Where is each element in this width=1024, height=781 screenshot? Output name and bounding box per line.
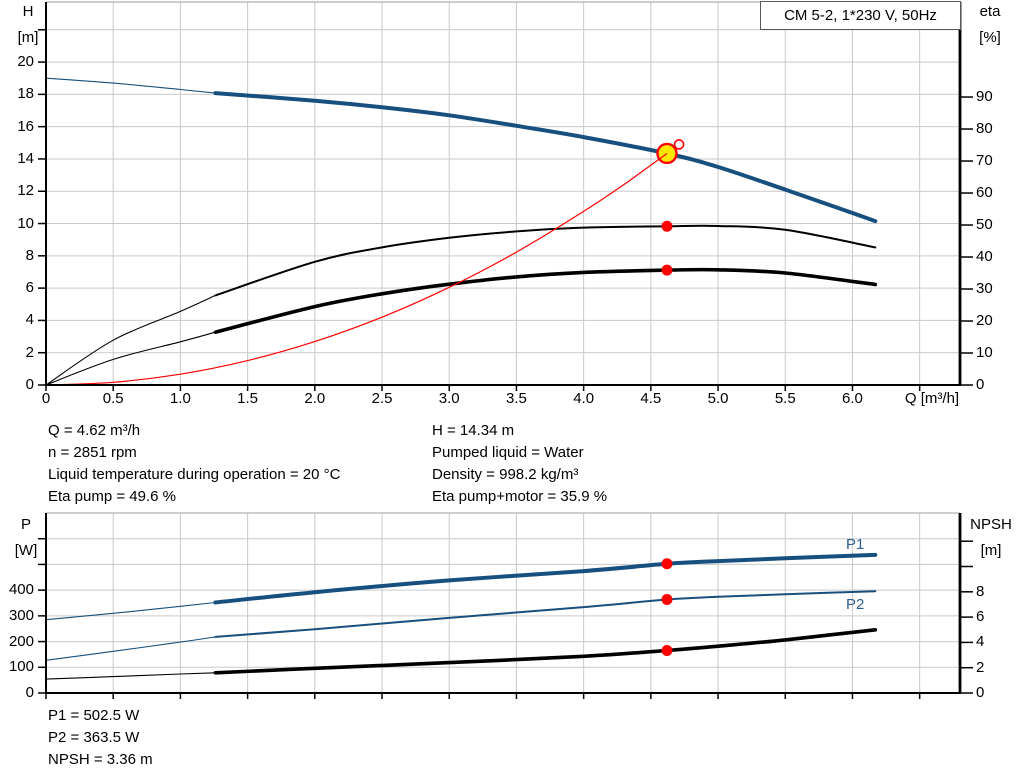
- npsh-axis-unit: [m]: [980, 542, 1002, 559]
- p2-value: P2 = 363.5 W: [48, 729, 140, 746]
- liquid-temperature-value: Liquid temperature during operation = 20…: [48, 466, 341, 483]
- power-info: P1 = 502.5 W P2 = 363.5 W NPSH = 3.36 m: [48, 705, 153, 771]
- p1-curve: [213, 552, 878, 605]
- flow-value: Q = 4.62 m³/h: [48, 422, 141, 439]
- qh-curve-thin: [45, 77, 216, 94]
- p1-value: P1 = 502.5 W: [48, 707, 140, 724]
- h-axis-unit: [m]: [17, 29, 39, 46]
- eta-pump-curve-thin: [45, 294, 216, 386]
- h-axis-symbol: H: [22, 3, 34, 20]
- eta-axis-unit: [%]: [979, 29, 1001, 46]
- model-designation-box: CM 5-2, 1*230 V, 50Hz: [760, 1, 961, 30]
- duty-info-right: H = 14.34 m Pumped liquid = Water Densit…: [432, 420, 607, 508]
- eta-axis-symbol: eta: [979, 3, 1001, 20]
- density-value: Density = 998.2 kg/m³: [432, 466, 579, 483]
- eta-pump-curve: [214, 224, 877, 297]
- npsh-axis-symbol: NPSH: [970, 516, 1012, 533]
- duty-dot-marker: [661, 220, 673, 232]
- pumped-liquid-value: Pumped liquid = Water: [432, 444, 584, 461]
- qh-curve: [213, 91, 878, 224]
- requested-duty-point-marker[interactable]: [673, 139, 685, 150]
- p-axis-unit: [W]: [14, 542, 38, 559]
- eta-pump-motor-curve: [213, 267, 878, 334]
- p2-curve-label: P2: [846, 596, 865, 613]
- p2-curve: [214, 590, 877, 638]
- npsh-value: NPSH = 3.36 m: [48, 751, 153, 768]
- speed-value: n = 2851 rpm: [48, 444, 137, 461]
- p1-curve-label: P1: [846, 536, 865, 553]
- duty-dot-marker: [661, 264, 673, 276]
- p-axis-title: P [W]: [4, 516, 48, 560]
- eta-axis-title: eta [%]: [966, 3, 1014, 47]
- system-curve: [45, 153, 668, 386]
- eta-pump-motor-value: Eta pump+motor = 35.9 %: [432, 488, 608, 505]
- duty-point-marker[interactable]: [656, 142, 678, 165]
- eta-pump-motor-curve-thin: [45, 331, 216, 386]
- npsh-curve-thin: [45, 672, 216, 680]
- duty-info-left: Q = 4.62 m³/h n = 2851 rpm Liquid temper…: [48, 420, 340, 508]
- p2-curve-thin: [45, 636, 216, 661]
- npsh-curve: [213, 628, 878, 675]
- p-axis-symbol: P: [20, 516, 31, 533]
- duty-dot-marker: [661, 644, 673, 656]
- p1-curve-thin: [45, 601, 216, 621]
- duty-dot-marker: [661, 558, 673, 570]
- model-designation-label: CM 5-2, 1*230 V, 50Hz: [784, 7, 937, 24]
- eta-pump-value: Eta pump = 49.6 %: [48, 488, 176, 505]
- duty-dot-marker: [661, 594, 673, 606]
- q-axis-unit: Q [m³/h]: [904, 390, 960, 407]
- npsh-axis-title: NPSH [m]: [962, 516, 1020, 560]
- head-value: H = 14.34 m: [432, 422, 515, 439]
- h-axis-title: H [m]: [6, 3, 50, 47]
